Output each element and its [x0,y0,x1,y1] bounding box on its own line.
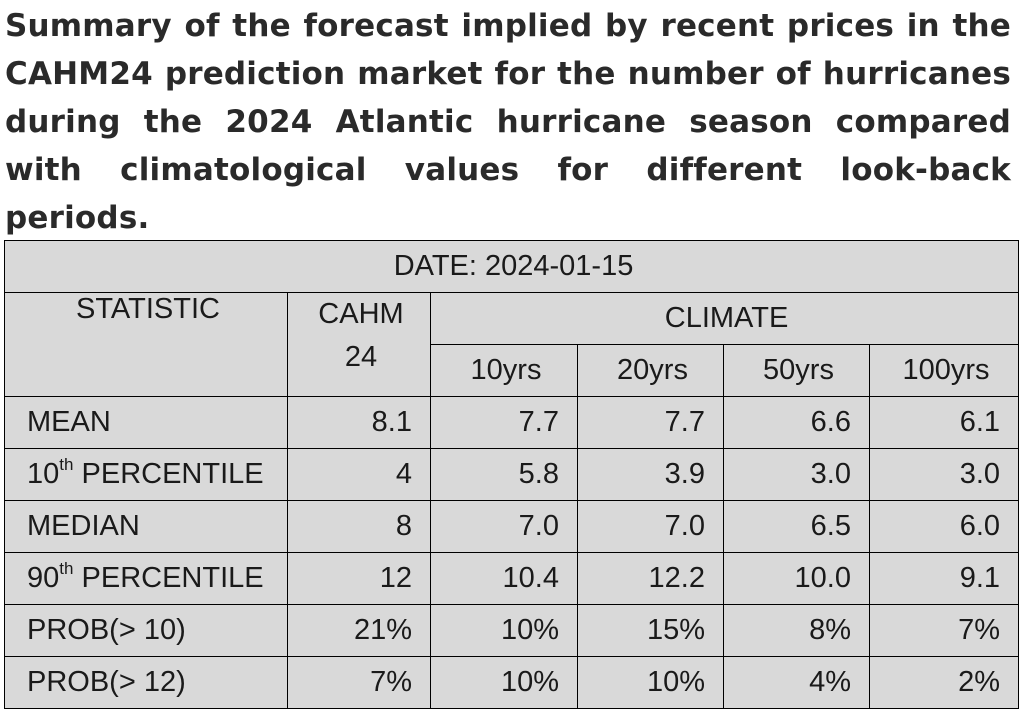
cahm24-value: 8 [287,500,431,553]
climate-value: 8% [723,604,870,657]
climate-value: 6.1 [868,396,1020,449]
climate-value: 12.2 [577,552,724,605]
climate-value: 7.7 [577,396,724,449]
table-row: 90th PERCENTILE 12 10.4 12.2 10.0 9.1 [4,552,1020,605]
cahm24-header: CAHM 24 [287,292,431,397]
climate-header: CLIMATE [429,292,1020,345]
statistic-label: 10th PERCENTILE [4,448,288,501]
climate-value: 7% [868,604,1020,657]
table-row: MEAN 8.1 7.7 7.7 6.6 6.1 [4,396,1020,449]
climate-value: 10% [430,656,578,709]
cahm24-value: 4 [287,448,431,501]
climate-value: 2% [868,656,1020,709]
period-header: 20yrs [577,344,724,397]
statistic-label: PROB(> 12) [4,656,288,709]
table-row: PROB(> 10) 21% 10% 15% 8% 7% [4,604,1020,657]
cahm24-value: 7% [287,656,431,709]
climate-value: 5.8 [430,448,578,501]
period-header: 100yrs [868,344,1020,397]
climate-value: 4% [723,656,870,709]
table-caption: Summary of the forecast implied by recen… [5,8,1011,236]
climate-value: 6.0 [868,500,1020,553]
statistic-label: 90th PERCENTILE [4,552,288,605]
climate-value: 10.4 [430,552,578,605]
period-header: 10yrs [430,344,578,397]
table-row: PROB(> 12) 7% 10% 10% 4% 2% [4,656,1020,709]
cahm24-value: 12 [287,552,431,605]
climate-value: 10% [577,656,724,709]
climate-value: 6.6 [723,396,870,449]
date-row: DATE: 2024-01-15 [3,240,1020,293]
cahm24-header-line1: CAHM [318,298,404,330]
table-row: 10th PERCENTILE 4 5.8 3.9 3.0 3.0 [4,448,1020,501]
cahm24-value: 21% [287,604,431,657]
climate-value: 9.1 [868,552,1020,605]
period-header: 50yrs [723,344,870,397]
date-label: DATE: 2024-01-15 [3,240,1020,293]
header-row: STATISTIC CAHM 24 CLIMATE [4,292,1020,397]
statistic-label: MEAN [4,396,288,449]
climate-value: 7.0 [577,500,724,553]
climate-value: 15% [577,604,724,657]
climate-value: 10% [430,604,578,657]
statistic-label: MEDIAN [4,500,288,553]
climate-value: 3.9 [577,448,724,501]
forecast-summary-table: DATE: 2024-01-15 STATISTIC CAHM 24 CLIMAT… [3,240,1020,709]
climate-value: 7.0 [430,500,578,553]
climate-value: 3.0 [723,448,870,501]
cahm24-value: 8.1 [287,396,431,449]
climate-value: 6.5 [723,500,870,553]
climate-value: 10.0 [723,552,870,605]
climate-value: 7.7 [430,396,578,449]
statistic-label: PROB(> 10) [4,604,288,657]
statistic-header: STATISTIC [4,292,288,397]
climate-value: 3.0 [868,448,1020,501]
table-row: MEDIAN 8 7.0 7.0 6.5 6.0 [4,500,1020,553]
cahm24-header-line2: 24 [344,341,378,373]
